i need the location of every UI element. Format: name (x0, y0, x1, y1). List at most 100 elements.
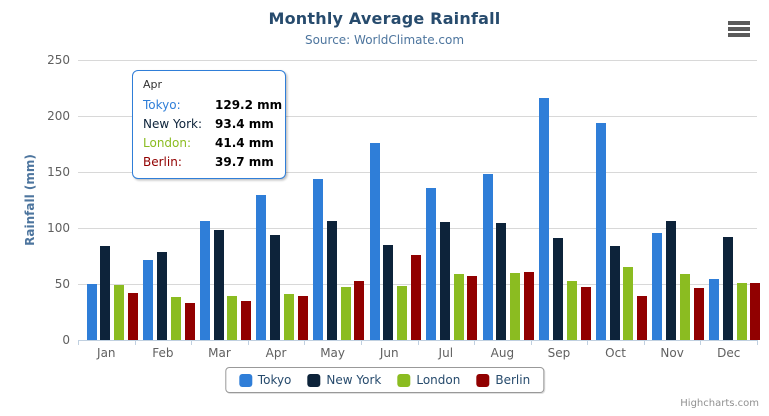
y-gridline (78, 172, 757, 173)
bar-berlin-mar[interactable] (241, 301, 252, 340)
bar-new-york-sep[interactable] (553, 237, 564, 340)
legend-item-new-york[interactable]: New York (307, 373, 381, 387)
bar-tokyo-feb[interactable] (143, 259, 154, 340)
tooltip-series-value: 41.4 mm (215, 135, 274, 150)
bar-berlin-jan[interactable] (127, 292, 138, 340)
x-axis-tick (757, 340, 758, 345)
bar-tokyo-aug[interactable] (482, 173, 493, 340)
tooltip-series-value: 93.4 mm (215, 116, 274, 131)
bar-berlin-dec[interactable] (750, 282, 761, 340)
bar-new-york-may[interactable] (326, 221, 337, 340)
bar-new-york-jul[interactable] (439, 222, 450, 340)
tooltip-series-label: Tokyo: (143, 97, 181, 112)
bar-new-york-oct[interactable] (609, 246, 620, 340)
legend-item-tokyo[interactable]: Tokyo (238, 373, 292, 387)
y-gridline (78, 116, 757, 117)
bar-tokyo-jul[interactable] (426, 188, 437, 340)
bar-london-jul[interactable] (453, 273, 464, 340)
x-axis-label: Nov (660, 346, 684, 360)
bar-london-apr[interactable] (283, 293, 294, 340)
bar-berlin-may[interactable] (354, 281, 365, 340)
x-axis-label: Aug (490, 346, 515, 360)
bar-london-sep[interactable] (566, 281, 577, 340)
legend-symbol-icon (397, 373, 411, 387)
tooltip-header: Apr (143, 78, 163, 91)
legend-item-berlin[interactable]: Berlin (476, 373, 530, 387)
bar-london-aug[interactable] (510, 273, 521, 340)
x-axis-label: Jul (438, 346, 454, 360)
chart-title: Monthly Average Rainfall (268, 9, 501, 28)
bar-london-feb[interactable] (170, 296, 181, 340)
y-axis-label: 150 (47, 165, 70, 179)
bar-tokyo-jun[interactable] (369, 142, 380, 340)
highcharts-credit[interactable]: Highcharts.com (680, 398, 759, 409)
bar-berlin-oct[interactable] (637, 296, 648, 340)
y-gridline (78, 228, 757, 229)
bar-london-jan[interactable] (114, 285, 125, 340)
bar-tokyo-nov[interactable] (652, 232, 663, 340)
x-axis-label: Dec (717, 346, 741, 360)
x-axis-label: Jun (379, 346, 399, 360)
bar-berlin-nov[interactable] (693, 287, 704, 340)
tooltip-series-value: 129.2 mm (215, 97, 283, 112)
legend-label: Tokyo (257, 373, 292, 387)
y-axis-label: 0 (62, 333, 70, 347)
x-axis-label: Sep (547, 346, 571, 360)
tooltip: Apr Tokyo: 129.2 mm New York: 93.4 mm London… (132, 70, 286, 179)
bar-london-nov[interactable] (680, 273, 691, 340)
bar-berlin-apr[interactable] (297, 295, 308, 340)
x-axis-tick (530, 340, 532, 345)
tooltip-row: Berlin: 39.7 mm (143, 152, 282, 171)
y-gridline (78, 60, 757, 61)
hamburger-icon[interactable] (728, 21, 751, 38)
bar-new-york-jan[interactable] (100, 246, 111, 340)
bar-new-york-nov[interactable] (666, 220, 677, 340)
x-axis-tick (78, 340, 79, 345)
x-axis-label: Jan (97, 346, 116, 360)
bar-berlin-sep[interactable] (580, 286, 591, 340)
tooltip-series-label: New York: (143, 116, 202, 131)
x-axis-tick (700, 340, 702, 345)
bar-london-may[interactable] (340, 287, 351, 340)
legend-item-london[interactable]: London (397, 373, 460, 387)
bar-new-york-dec[interactable] (722, 236, 733, 340)
bar-tokyo-jan[interactable] (86, 284, 97, 340)
bar-berlin-aug[interactable] (524, 272, 535, 340)
x-axis-tick (191, 340, 193, 345)
bar-new-york-aug[interactable] (496, 223, 507, 340)
hamburger-bar (728, 33, 750, 37)
bar-berlin-jul[interactable] (467, 275, 478, 340)
bar-london-oct[interactable] (623, 266, 634, 340)
bar-london-dec[interactable] (736, 282, 747, 340)
bar-london-mar[interactable] (227, 295, 238, 340)
bar-tokyo-may[interactable] (312, 178, 323, 340)
x-axis-tick (587, 340, 589, 345)
chart-subtitle: Source: WorldClimate.com (304, 33, 465, 47)
tooltip-row: Tokyo: 129.2 mm (143, 95, 282, 114)
hamburger-bar (728, 21, 750, 25)
bar-new-york-mar[interactable] (213, 229, 224, 340)
x-axis-label: Feb (152, 346, 174, 360)
bar-tokyo-mar[interactable] (199, 220, 210, 340)
tooltip-table: Tokyo: 129.2 mm New York: 93.4 mm London: 41.… (143, 95, 282, 171)
legend-symbol-icon (476, 373, 490, 387)
bar-tokyo-sep[interactable] (539, 97, 550, 340)
bar-tokyo-oct[interactable] (595, 122, 606, 340)
bar-berlin-jun[interactable] (410, 255, 421, 340)
bar-tokyo-apr[interactable] (256, 195, 267, 340)
bar-new-york-jun[interactable] (383, 245, 394, 340)
bar-london-jun[interactable] (397, 285, 408, 340)
y-axis-label: 100 (47, 221, 70, 235)
tooltip-row: London: 41.4 mm (143, 133, 282, 152)
bar-berlin-feb[interactable] (184, 302, 195, 340)
y-axis-label: 250 (47, 53, 70, 67)
bar-new-york-feb[interactable] (156, 251, 167, 340)
bar-new-york-apr[interactable] (270, 235, 281, 340)
x-axis-label: Oct (605, 346, 626, 360)
legend-label: New York (326, 373, 382, 387)
x-axis-tick (134, 340, 136, 345)
tooltip-series-label: London: (143, 135, 192, 150)
bar-tokyo-dec[interactable] (709, 279, 719, 340)
x-axis-tick (474, 340, 476, 345)
